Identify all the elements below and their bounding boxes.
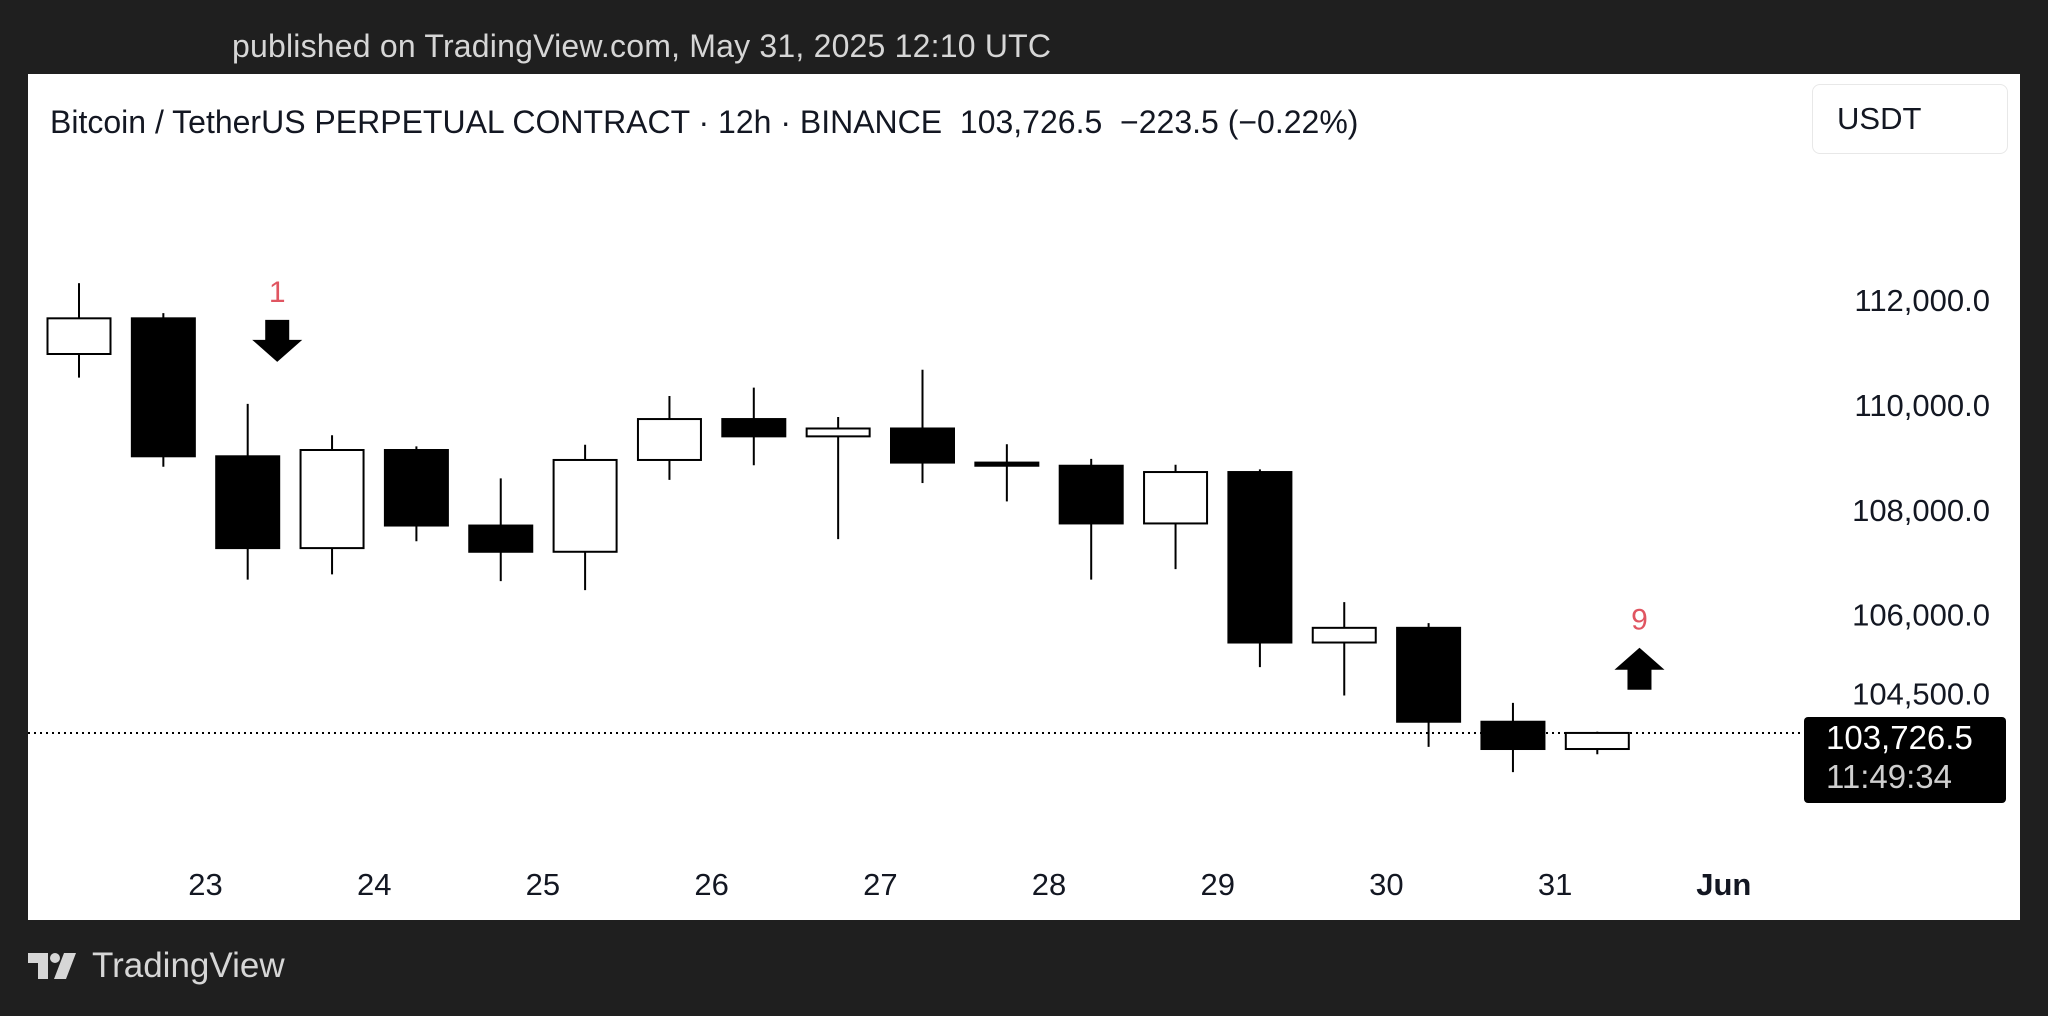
candle-body-up — [1311, 626, 1377, 644]
y-tick-label: 106,000.0 — [1852, 598, 1990, 633]
last-price: 103,726.5 — [959, 104, 1103, 140]
price-change: −223.5 (−0.22%) — [1120, 104, 1359, 140]
candle-body-down — [130, 317, 196, 458]
footer-brand: TradingView — [92, 946, 285, 985]
candle-body-down — [1058, 464, 1124, 525]
candle-body-up — [1143, 471, 1209, 525]
symbol-description: Bitcoin / TetherUS PERPETUAL CONTRACT · … — [50, 104, 943, 140]
candle-body-down — [383, 449, 449, 527]
last-price-label: 103,726.5 11:49:34 — [1804, 717, 2006, 803]
y-tick-label: 108,000.0 — [1852, 493, 1990, 528]
x-tick-label: Jun — [1696, 867, 1751, 902]
y-tick-label: 110,000.0 — [1854, 388, 1990, 423]
x-tick-label: 26 — [694, 867, 728, 902]
x-tick-label: 23 — [188, 867, 222, 902]
signal-count-label: 9 — [1631, 604, 1648, 637]
candle-body-down — [974, 461, 1040, 467]
down-arrow-icon — [252, 319, 303, 362]
x-tick-label: 29 — [1200, 867, 1234, 902]
candlestick-chart[interactable]: 112,000.0 110,000.0 108,000.0 106,000.0 104,… — [28, 74, 2020, 920]
footer-logo[interactable]: TradingView — [28, 946, 285, 986]
tradingview-logo-icon — [28, 953, 76, 979]
x-tick-label: 24 — [357, 867, 391, 902]
price-tag-value: 103,726.5 — [1826, 719, 1973, 756]
symbol-header: Bitcoin / TetherUS PERPETUAL CONTRACT · … — [50, 104, 1358, 141]
candle-body-down — [721, 418, 787, 438]
currency-selector[interactable]: USDT — [1812, 84, 2008, 154]
candle-body-down — [1227, 471, 1293, 644]
up-arrow-icon — [1614, 647, 1665, 690]
candle-body-up — [299, 449, 365, 550]
x-tick-label: 31 — [1538, 867, 1572, 902]
y-tick-label: 104,500.0 — [1852, 676, 1990, 711]
chart-panel[interactable]: Bitcoin / TetherUS PERPETUAL CONTRACT · … — [28, 74, 2020, 920]
x-tick-label: 27 — [863, 867, 897, 902]
candle-body-down — [215, 455, 281, 550]
published-caption: published on TradingView.com, May 31, 20… — [232, 28, 1052, 64]
y-tick-label: 112,000.0 — [1854, 283, 1990, 318]
x-tick-label: 28 — [1032, 867, 1066, 902]
candle-body-up — [636, 418, 702, 461]
candle-body-up — [1564, 731, 1630, 751]
candle-body-up — [552, 458, 618, 553]
candle-body-down — [1480, 720, 1546, 751]
x-tick-label: 30 — [1369, 867, 1403, 902]
candle-body-up — [805, 427, 871, 438]
bar-countdown: 11:49:34 — [1826, 758, 1953, 795]
x-tick-label: 25 — [526, 867, 560, 902]
signal-count-label: 1 — [269, 276, 286, 309]
candle-body-down — [890, 427, 955, 464]
candle-body-down — [1396, 626, 1462, 723]
candle-body-up — [46, 317, 112, 355]
candle-body-down — [468, 524, 534, 553]
